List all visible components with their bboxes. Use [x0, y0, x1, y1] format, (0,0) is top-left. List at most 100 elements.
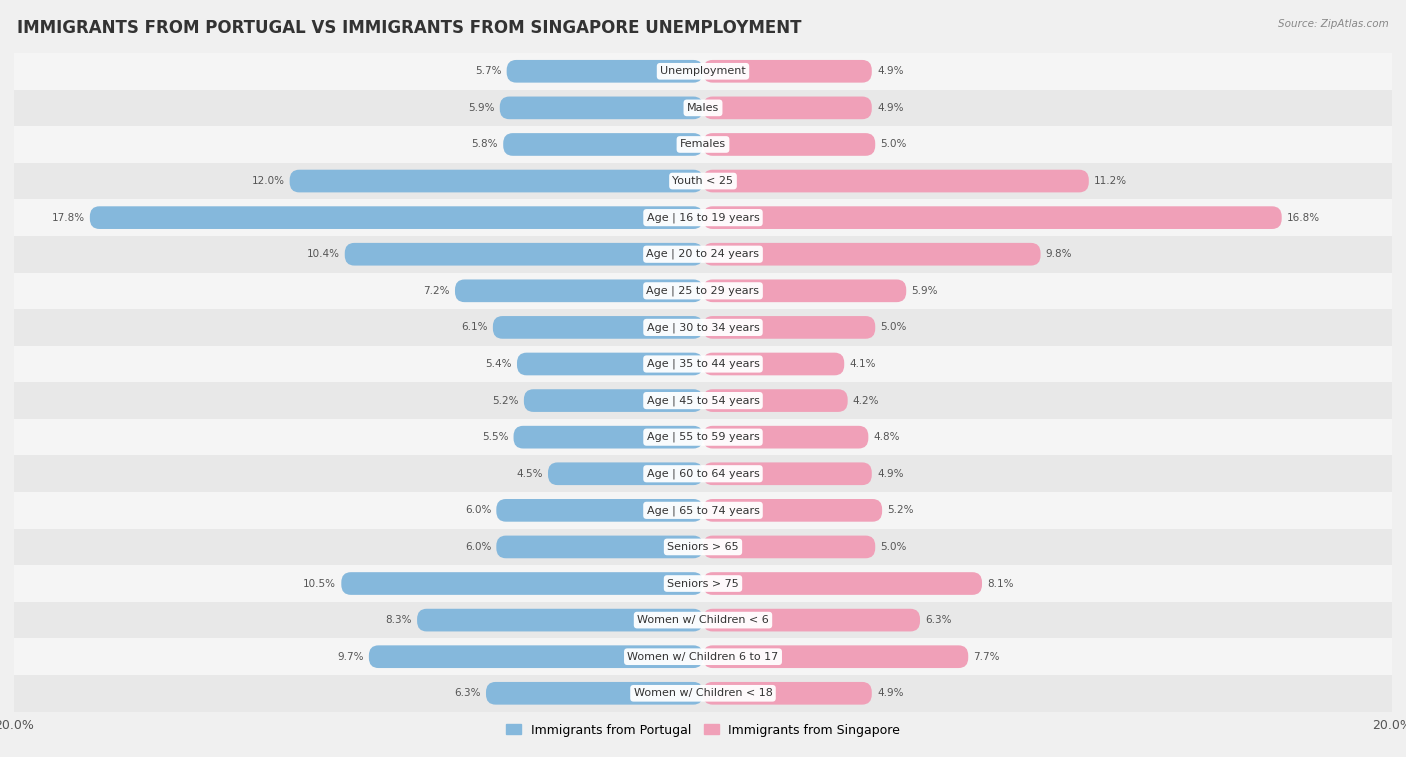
Text: Seniors > 65: Seniors > 65	[668, 542, 738, 552]
FancyBboxPatch shape	[517, 353, 703, 375]
FancyBboxPatch shape	[496, 499, 703, 522]
Text: 5.8%: 5.8%	[471, 139, 498, 149]
FancyBboxPatch shape	[703, 463, 872, 485]
Text: Age | 55 to 59 years: Age | 55 to 59 years	[647, 432, 759, 442]
Text: 10.5%: 10.5%	[304, 578, 336, 588]
Text: 7.2%: 7.2%	[423, 286, 450, 296]
Text: 5.0%: 5.0%	[880, 322, 907, 332]
Text: 4.9%: 4.9%	[877, 688, 904, 698]
Text: 5.4%: 5.4%	[485, 359, 512, 369]
FancyBboxPatch shape	[496, 536, 703, 558]
FancyBboxPatch shape	[486, 682, 703, 705]
Text: 16.8%: 16.8%	[1286, 213, 1320, 223]
Text: 6.3%: 6.3%	[454, 688, 481, 698]
FancyBboxPatch shape	[524, 389, 703, 412]
Bar	[14, 492, 1392, 528]
Bar	[14, 89, 1392, 126]
FancyBboxPatch shape	[506, 60, 703, 83]
FancyBboxPatch shape	[703, 316, 875, 338]
Bar	[14, 419, 1392, 456]
Text: IMMIGRANTS FROM PORTUGAL VS IMMIGRANTS FROM SINGAPORE UNEMPLOYMENT: IMMIGRANTS FROM PORTUGAL VS IMMIGRANTS F…	[17, 19, 801, 37]
FancyBboxPatch shape	[344, 243, 703, 266]
FancyBboxPatch shape	[703, 572, 981, 595]
FancyBboxPatch shape	[703, 170, 1088, 192]
FancyBboxPatch shape	[342, 572, 703, 595]
FancyBboxPatch shape	[703, 646, 969, 668]
Text: 6.1%: 6.1%	[461, 322, 488, 332]
FancyBboxPatch shape	[703, 97, 872, 119]
FancyBboxPatch shape	[290, 170, 703, 192]
Bar	[14, 528, 1392, 565]
Text: 5.2%: 5.2%	[492, 396, 519, 406]
Text: 5.9%: 5.9%	[911, 286, 938, 296]
Text: Unemployment: Unemployment	[661, 67, 745, 76]
FancyBboxPatch shape	[503, 133, 703, 156]
Bar	[14, 675, 1392, 712]
FancyBboxPatch shape	[703, 353, 844, 375]
FancyBboxPatch shape	[703, 609, 920, 631]
Text: 10.4%: 10.4%	[307, 249, 340, 259]
FancyBboxPatch shape	[703, 426, 869, 448]
Text: Women w/ Children 6 to 17: Women w/ Children 6 to 17	[627, 652, 779, 662]
Bar	[14, 236, 1392, 273]
Text: 7.7%: 7.7%	[973, 652, 1000, 662]
Text: 5.9%: 5.9%	[468, 103, 495, 113]
Text: 4.5%: 4.5%	[516, 469, 543, 478]
Text: Age | 20 to 24 years: Age | 20 to 24 years	[647, 249, 759, 260]
Text: 5.0%: 5.0%	[880, 139, 907, 149]
Text: 12.0%: 12.0%	[252, 176, 284, 186]
Text: Males: Males	[688, 103, 718, 113]
Bar	[14, 382, 1392, 419]
Text: 4.1%: 4.1%	[849, 359, 876, 369]
Text: 6.0%: 6.0%	[465, 506, 491, 516]
Bar	[14, 346, 1392, 382]
Text: 5.2%: 5.2%	[887, 506, 914, 516]
FancyBboxPatch shape	[494, 316, 703, 338]
FancyBboxPatch shape	[456, 279, 703, 302]
Text: Age | 35 to 44 years: Age | 35 to 44 years	[647, 359, 759, 369]
Bar	[14, 126, 1392, 163]
FancyBboxPatch shape	[499, 97, 703, 119]
Text: Age | 30 to 34 years: Age | 30 to 34 years	[647, 322, 759, 332]
FancyBboxPatch shape	[703, 682, 872, 705]
Text: Age | 65 to 74 years: Age | 65 to 74 years	[647, 505, 759, 516]
Text: Age | 45 to 54 years: Age | 45 to 54 years	[647, 395, 759, 406]
FancyBboxPatch shape	[703, 536, 875, 558]
FancyBboxPatch shape	[418, 609, 703, 631]
Text: 5.5%: 5.5%	[482, 432, 509, 442]
Bar	[14, 456, 1392, 492]
FancyBboxPatch shape	[703, 207, 1282, 229]
FancyBboxPatch shape	[90, 207, 703, 229]
Bar	[14, 199, 1392, 236]
FancyBboxPatch shape	[703, 279, 907, 302]
Bar	[14, 273, 1392, 309]
FancyBboxPatch shape	[548, 463, 703, 485]
Text: 4.9%: 4.9%	[877, 103, 904, 113]
Text: 4.9%: 4.9%	[877, 469, 904, 478]
Text: 6.3%: 6.3%	[925, 615, 952, 625]
Text: 4.9%: 4.9%	[877, 67, 904, 76]
Text: Age | 60 to 64 years: Age | 60 to 64 years	[647, 469, 759, 479]
Bar	[14, 163, 1392, 199]
Text: 4.8%: 4.8%	[873, 432, 900, 442]
FancyBboxPatch shape	[703, 243, 1040, 266]
Text: Youth < 25: Youth < 25	[672, 176, 734, 186]
FancyBboxPatch shape	[703, 499, 882, 522]
FancyBboxPatch shape	[368, 646, 703, 668]
FancyBboxPatch shape	[703, 133, 875, 156]
Text: Age | 16 to 19 years: Age | 16 to 19 years	[647, 213, 759, 223]
Bar	[14, 638, 1392, 675]
Text: Seniors > 75: Seniors > 75	[666, 578, 740, 588]
Text: 5.0%: 5.0%	[880, 542, 907, 552]
Text: 8.3%: 8.3%	[385, 615, 412, 625]
Bar	[14, 53, 1392, 89]
Text: Source: ZipAtlas.com: Source: ZipAtlas.com	[1278, 19, 1389, 29]
FancyBboxPatch shape	[703, 389, 848, 412]
Text: 11.2%: 11.2%	[1094, 176, 1128, 186]
Text: 17.8%: 17.8%	[52, 213, 84, 223]
FancyBboxPatch shape	[703, 60, 872, 83]
Text: Females: Females	[681, 139, 725, 149]
Text: 9.8%: 9.8%	[1046, 249, 1073, 259]
Text: Women w/ Children < 18: Women w/ Children < 18	[634, 688, 772, 698]
Text: Age | 25 to 29 years: Age | 25 to 29 years	[647, 285, 759, 296]
